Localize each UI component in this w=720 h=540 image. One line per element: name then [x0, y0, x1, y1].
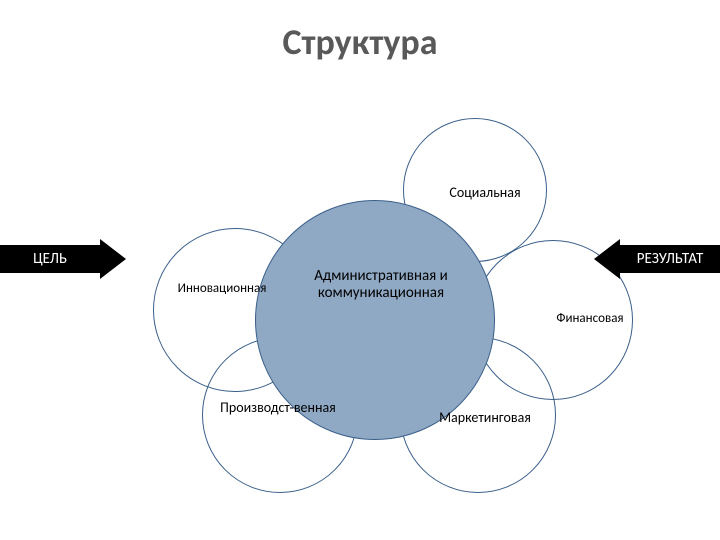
goal-arrow-label: ЦЕЛЬ — [33, 250, 67, 268]
result-arrow-head-icon — [594, 239, 620, 279]
diagram-title: Структура — [0, 20, 720, 64]
goal-arrow: ЦЕЛЬ — [0, 245, 100, 273]
label-finance: Финансовая — [535, 312, 645, 327]
label-innovation: Инновационная — [157, 282, 287, 297]
result-arrow-label: РЕЗУЛЬТАТ — [637, 250, 704, 268]
result-arrow: РЕЗУЛЬТАТ — [620, 245, 720, 273]
label-production: Производст-венная — [218, 400, 338, 416]
label-social: Социальная — [430, 185, 540, 201]
label-marketing: Маркетинговая — [420, 410, 550, 426]
goal-arrow-head-icon — [100, 239, 126, 279]
label-admin: Административная и коммуникационная — [276, 268, 486, 303]
